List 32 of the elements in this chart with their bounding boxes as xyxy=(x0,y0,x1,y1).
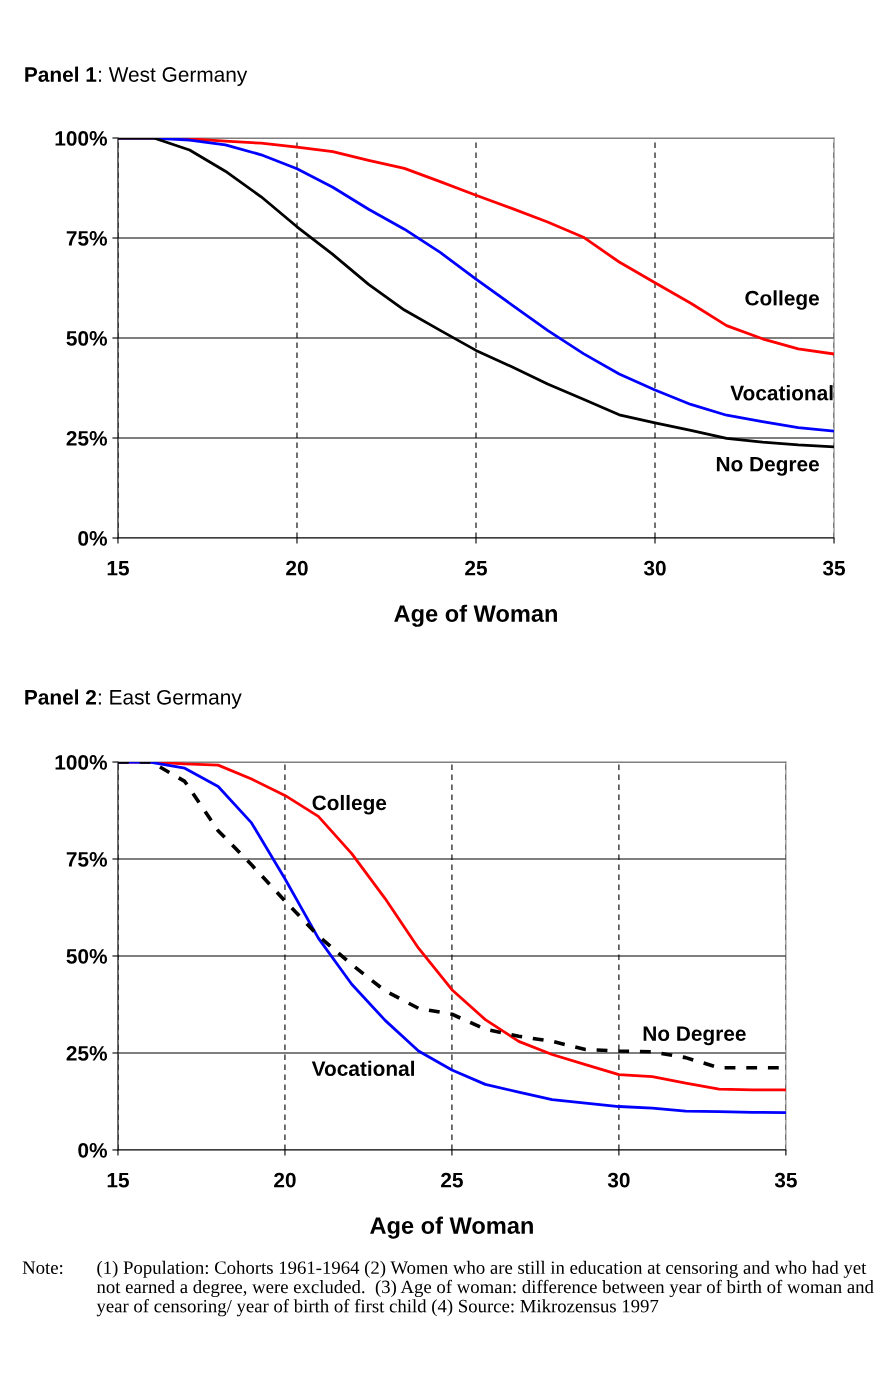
x-tick-label: 20 xyxy=(286,560,308,576)
text: Note: xyxy=(22,1261,63,1275)
y-tick-label: 25% xyxy=(66,431,108,446)
y-tick-label: 50% xyxy=(66,948,108,964)
x-axis-title: Age of Woman xyxy=(370,1216,533,1239)
y-tick-label: 100% xyxy=(55,755,108,770)
series-label: College xyxy=(745,290,819,310)
text: (1) Population: Cohorts 1961-1964 (2) Women who are still in education at censoring and who had yet not earned a degree, were excluded. (3) Age of woman: difference between year of birth of woman and year of censoring/ year of birth of first child (4) Source: Mikrozensus 1997 xyxy=(96,1260,874,1317)
x-tick-label: 15 xyxy=(107,1172,129,1188)
y-tick-label: 50% xyxy=(66,331,108,346)
y-tick-label: 75% xyxy=(66,852,108,867)
y-tick-label: 100% xyxy=(55,131,108,146)
series-label: Vocational xyxy=(311,1060,414,1077)
y-tick-label: 25% xyxy=(66,1045,108,1061)
series-label: No Degree xyxy=(643,1026,746,1046)
chart-title: Panel 2: East Germany xyxy=(25,689,242,709)
x-tick-label: 30 xyxy=(643,560,666,576)
x-tick-label: 30 xyxy=(607,1172,630,1188)
series-label: College xyxy=(312,794,387,815)
x-tick-label: 25 xyxy=(465,560,487,576)
y-tick-label: 0% xyxy=(78,1142,107,1158)
chart-title: Panel 1: West Germany xyxy=(25,66,248,86)
x-tick-label: 20 xyxy=(274,1172,296,1188)
y-tick-label: 0% xyxy=(78,531,107,546)
x-tick-label: 25 xyxy=(441,1172,463,1188)
x-tick-label: 35 xyxy=(774,1172,797,1188)
x-tick-label: 15 xyxy=(107,561,129,576)
series-label: Vocational xyxy=(730,385,833,401)
y-tick-label: 75% xyxy=(66,231,108,246)
x-tick-label: 35 xyxy=(822,560,846,576)
x-axis-title: Age of Woman xyxy=(394,604,557,627)
series-label: No Degree xyxy=(716,456,819,476)
